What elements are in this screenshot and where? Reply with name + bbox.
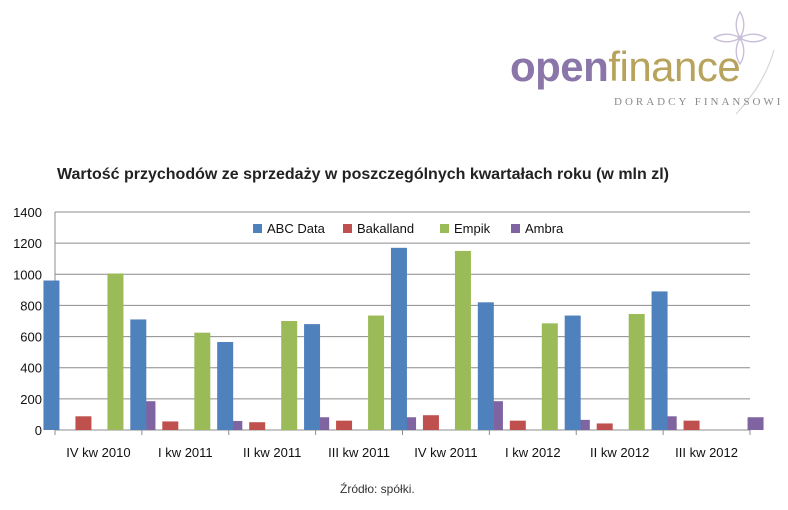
y-tick-label: 0 bbox=[35, 423, 42, 438]
brand-name-open: open bbox=[510, 43, 609, 90]
brand-logo: openfinance DORADCY FINANSOWI bbox=[510, 8, 780, 118]
bar-abc-data bbox=[217, 342, 234, 430]
bar-ambra bbox=[226, 420, 243, 430]
bar-ambra bbox=[573, 419, 590, 430]
bar-empik bbox=[628, 313, 645, 430]
bar-abc-data bbox=[564, 315, 581, 430]
bar-bakalland bbox=[683, 420, 700, 430]
legend-label: ABC Data bbox=[267, 221, 326, 236]
y-tick-label: 600 bbox=[20, 330, 42, 345]
legend-swatch bbox=[253, 224, 262, 233]
brand-name: openfinance bbox=[510, 43, 741, 90]
y-tick-label: 1200 bbox=[13, 236, 42, 251]
x-tick-label: IV kw 2011 bbox=[414, 445, 477, 460]
source-note: Źródło: spółki. bbox=[340, 482, 415, 496]
bar-abc-data bbox=[390, 247, 407, 430]
legend-label: Bakalland bbox=[357, 221, 414, 236]
brand-name-finance: finance bbox=[608, 43, 741, 90]
bar-abc-data bbox=[651, 291, 668, 430]
bar-bakalland bbox=[249, 422, 266, 430]
y-tick-label: 200 bbox=[20, 392, 42, 407]
x-tick-label: I kw 2011 bbox=[158, 445, 213, 460]
chart-title: Wartość przychodów ze sprzedaży w poszcz… bbox=[57, 166, 669, 183]
bar-abc-data bbox=[304, 324, 321, 430]
bar-bakalland bbox=[422, 415, 439, 430]
x-tick-label: II kw 2012 bbox=[590, 445, 649, 460]
brand-tagline: DORADCY FINANSOWI bbox=[614, 96, 784, 108]
bar-empik bbox=[541, 323, 558, 430]
y-tick-label: 800 bbox=[20, 298, 42, 313]
bar-abc-data bbox=[130, 319, 147, 430]
y-tick-label: 1400 bbox=[13, 205, 42, 220]
legend-swatch bbox=[511, 224, 520, 233]
x-tick-label: III kw 2012 bbox=[675, 445, 738, 460]
legend-swatch bbox=[440, 224, 449, 233]
bar-empik bbox=[194, 332, 211, 430]
bar-abc-data bbox=[477, 302, 494, 430]
bar-bakalland bbox=[509, 420, 526, 430]
y-tick-label: 1000 bbox=[13, 267, 42, 282]
bar-bakalland bbox=[162, 421, 179, 430]
legend-label: Empik bbox=[454, 221, 491, 236]
swoosh-decoration bbox=[735, 49, 775, 115]
flower-icon bbox=[712, 10, 768, 66]
bar-empik bbox=[454, 250, 471, 430]
bar-ambra bbox=[747, 417, 764, 430]
bar-bakalland bbox=[336, 420, 353, 430]
y-tick-label: 400 bbox=[20, 361, 42, 376]
x-tick-label: II kw 2011 bbox=[243, 445, 301, 460]
bar-empik bbox=[107, 273, 124, 430]
bar-bakalland bbox=[75, 416, 92, 430]
bar-empik bbox=[281, 321, 298, 430]
bar-abc-data bbox=[43, 280, 60, 430]
bar-bakalland bbox=[596, 423, 613, 430]
legend-swatch bbox=[343, 224, 352, 233]
x-tick-label: IV kw 2010 bbox=[66, 445, 130, 460]
x-tick-label: III kw 2011 bbox=[328, 445, 390, 460]
legend-label: Ambra bbox=[525, 221, 564, 236]
bar-empik bbox=[368, 315, 385, 430]
x-tick-label: I kw 2012 bbox=[505, 445, 561, 460]
bar-chart: 0 200 400 600 800 1000 1200 1400 IV kw 2010 I kw … bbox=[13, 205, 764, 460]
